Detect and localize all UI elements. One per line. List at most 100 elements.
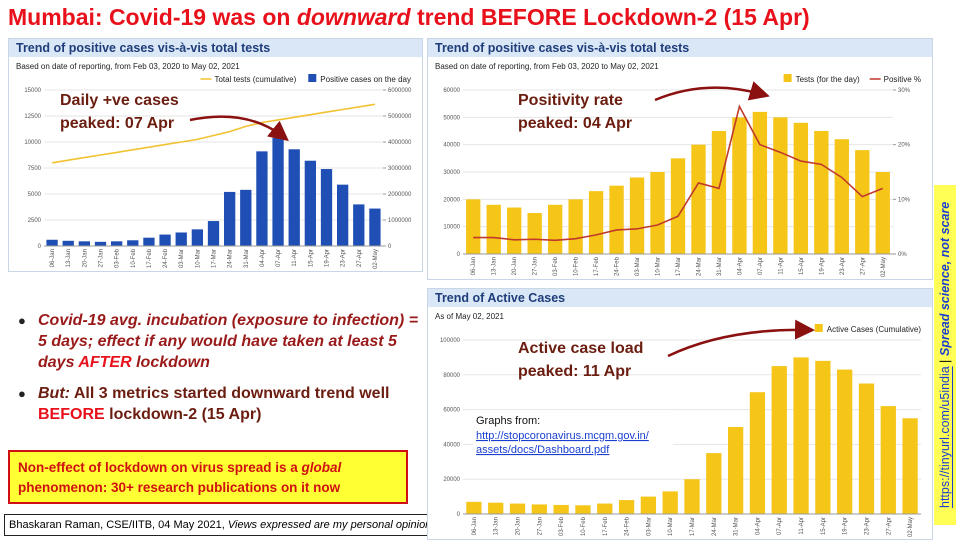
callout-emphasis: global [301, 460, 342, 475]
y-tick-label: 15000 [24, 88, 41, 94]
title-part: downward [296, 4, 411, 30]
y-tick-label: 10000 [24, 140, 41, 146]
x-tick-label: 27-Apr [860, 257, 866, 275]
bar [834, 139, 849, 254]
y2-tick-label: 10% [898, 197, 911, 203]
x-tick-label: 19-Apr [325, 249, 331, 267]
y-tick-label: 7500 [28, 166, 42, 172]
y2-tick-label: 2000000 [388, 192, 412, 198]
x-tick-label: 24-Feb [163, 248, 169, 268]
bullet-emphasis: AFTER [78, 354, 132, 371]
bar [509, 503, 526, 514]
bar [159, 234, 171, 246]
y-tick-label: 2500 [28, 218, 42, 224]
x-tick-label: 15-Apr [821, 517, 827, 535]
legend-label: Total tests (cumulative) [214, 75, 296, 84]
x-tick-label: 10-Mar [195, 249, 201, 268]
x-tick-label: 02-May [373, 249, 379, 269]
bar [858, 383, 875, 514]
chart-subtitle: Based on date of reporting, from Feb 03,… [435, 62, 659, 71]
x-tick-label: 07-Apr [777, 517, 783, 535]
x-tick-label: 06-Jan [472, 517, 478, 535]
x-tick-label: 02-May [908, 517, 914, 537]
x-tick-label: 06-Jan [471, 257, 477, 275]
separator: | [938, 359, 952, 363]
x-tick-label: 11-Apr [799, 517, 805, 535]
x-tick-label: 31-Mar [244, 249, 250, 268]
y-tick-label: 12500 [24, 114, 41, 120]
source-link[interactable]: http://stopcoronavirus.mcgm.gov.in/ [476, 430, 650, 442]
title-part: Mumbai: Covid-19 was on [8, 4, 297, 30]
chart-header [428, 39, 932, 57]
bar [609, 185, 624, 254]
x-tick-label: 24-Feb [625, 516, 631, 536]
y2-tick-label: 4000000 [388, 140, 412, 146]
legend-label: Positive cases on the day [320, 75, 411, 84]
x-tick-label: 04-Apr [755, 517, 761, 535]
x-tick-label: 24-Feb [615, 256, 621, 276]
bar [527, 213, 542, 254]
x-tick-label: 11-Apr [292, 249, 298, 267]
x-tick-label: 03-Feb [553, 256, 559, 276]
x-tick-label: 13-Jan [66, 249, 72, 267]
chart-title: Trend of positive cases vis-à-vis total … [435, 41, 689, 55]
y-tick-label: 60000 [443, 88, 460, 94]
bar [568, 199, 583, 254]
bar [466, 501, 482, 514]
bar [256, 151, 268, 246]
bar [191, 229, 204, 246]
x-tick-label: 19-Apr [843, 517, 849, 535]
chart-subtitle: Based on date of reporting, from Feb 03,… [16, 62, 240, 71]
x-tick-label: 24-Mar [696, 257, 702, 276]
annotation: Daily +ve cases [60, 92, 179, 109]
y2-tick-label: 30% [898, 88, 911, 94]
x-tick-label: 11-Apr [778, 257, 784, 275]
chart: Trend of Active Cases As of May 02, 2021 0… [427, 288, 933, 540]
source-link[interactable]: assets/docs/Dashboard.pdf [476, 444, 610, 456]
x-tick-label: 04-Apr [737, 257, 743, 275]
bar [353, 204, 365, 246]
x-tick-label: 04-Apr [260, 249, 266, 267]
y-tick-label: 30000 [443, 170, 460, 176]
y-tick-label: 80000 [443, 373, 460, 379]
bar [629, 177, 645, 254]
bullet: Covid-19 avg. incubation (exposure to in… [18, 310, 426, 373]
bar [143, 237, 155, 246]
callout-text: Non-effect of lockdown on virus spread i… [18, 460, 302, 475]
chart-title: Trend of Active Cases [435, 291, 565, 305]
legend-label: Positive % [884, 75, 921, 84]
bar [650, 172, 665, 254]
x-tick-label: 27-Jan [537, 517, 543, 535]
bullet-emphasis: BEFORE [38, 406, 105, 423]
footer: Bhaskaran Raman, CSE/IITB, 04 May 2021, … [4, 514, 431, 536]
chart-subtitle: As of May 02, 2021 [435, 312, 504, 321]
bar [175, 232, 187, 246]
x-tick-label: 31-Mar [734, 517, 740, 536]
x-tick-label: 19-Apr [819, 257, 825, 275]
bar [880, 406, 896, 514]
source-bg [473, 410, 673, 458]
line [51, 103, 376, 164]
x-tick-label: 03-Mar [179, 249, 185, 268]
bar [855, 150, 870, 254]
bullet-text: lockdown [131, 354, 210, 371]
bar [711, 131, 727, 254]
x-tick-label: 07-Apr [276, 249, 282, 267]
x-tick-label: 31-Mar [717, 257, 723, 276]
bullet: But: All 3 metrics started downward tren… [18, 383, 426, 425]
callout-text: phenomenon: 30+ research publications on… [18, 480, 341, 495]
bar [749, 392, 766, 514]
bar [369, 208, 381, 246]
x-tick-label: 13-Jan [492, 257, 498, 275]
bar [110, 241, 123, 246]
callout: Non-effect of lockdown on virus spread i… [8, 450, 408, 504]
y-tick-label: 10000 [443, 225, 460, 231]
x-tick-label: 10-Mar [668, 517, 674, 536]
legend-label: Tests (for the day) [796, 75, 860, 84]
footer-text: Bhaskaran Raman, CSE/IITB, 04 May 2021, [9, 519, 228, 531]
x-tick-label: 15-Apr [799, 257, 805, 275]
bar [336, 184, 349, 246]
side-link[interactable]: https://tinyurl.com/u5india [938, 366, 952, 509]
legend-swatch [783, 74, 792, 82]
x-tick-label: 23-Apr [840, 257, 846, 275]
